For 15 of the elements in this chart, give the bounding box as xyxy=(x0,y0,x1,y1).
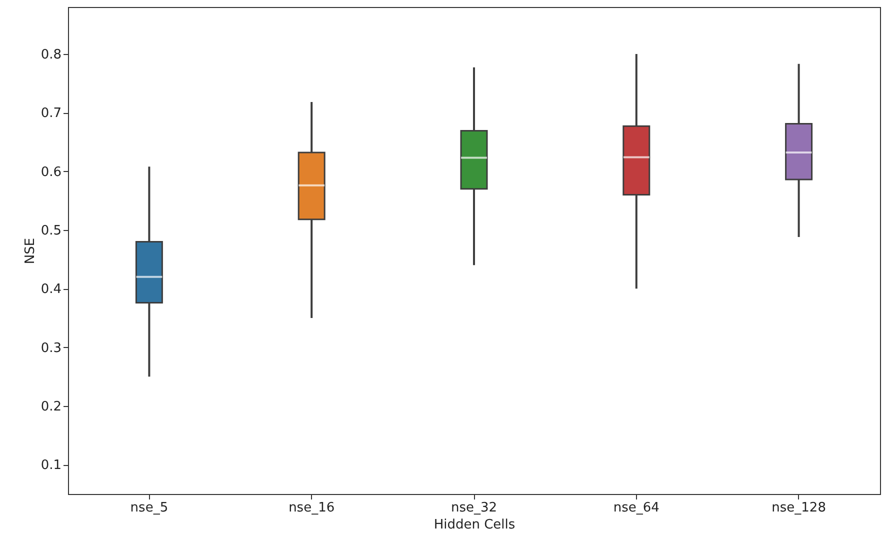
x-tick-label: nse_64 xyxy=(613,500,660,516)
x-tick-label: nse_128 xyxy=(772,500,826,516)
y-tick-label: 0.6 xyxy=(40,164,62,180)
y-tick-label: 0.4 xyxy=(40,282,62,298)
y-tick-label: 0.8 xyxy=(40,47,62,62)
x-tick-label: nse_5 xyxy=(130,500,168,516)
y-tick-label: 0.2 xyxy=(40,399,62,414)
y-axis-title: NSE xyxy=(22,238,38,264)
y-tick-label: 0.5 xyxy=(40,223,62,238)
x-tick-label: nse_16 xyxy=(288,500,335,516)
y-tick-label: 0.7 xyxy=(40,106,62,122)
y-tick-label: 0.3 xyxy=(40,340,62,356)
y-tick-label: 0.1 xyxy=(40,458,62,474)
x-axis-title: Hidden Cells xyxy=(434,518,516,532)
x-tick-label: nse_32 xyxy=(450,500,498,516)
